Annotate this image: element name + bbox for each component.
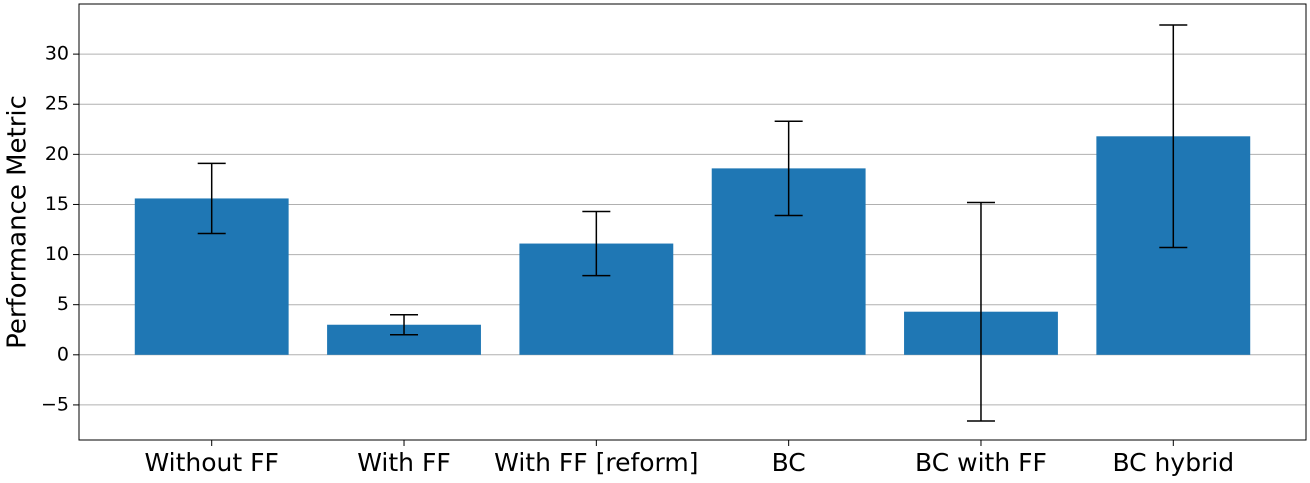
error-bar: [582, 210, 611, 277]
error-bar: [197, 162, 226, 235]
x-tick-label: BC: [772, 448, 806, 477]
x-tick-label: BC with FF: [915, 448, 1047, 477]
plot-frame: [78, 3, 1307, 441]
y-axis-label: Performance Metric: [3, 95, 33, 349]
y-tick-label: 25: [45, 93, 69, 115]
error-bar: [1159, 24, 1188, 249]
y-tick-label: 0: [57, 343, 69, 365]
x-tick-label: Without FF: [144, 448, 278, 477]
error-bar: [966, 201, 995, 422]
y-tick-label: 5: [57, 293, 69, 315]
x-tick-label: With FF: [357, 448, 450, 477]
y-tick-label: 20: [45, 143, 69, 165]
y-tick-label: 15: [45, 193, 69, 215]
y-tick-label: 10: [45, 243, 69, 265]
x-tick-label: With FF [reform]: [494, 448, 698, 477]
error-bar: [774, 120, 803, 217]
x-tick-label: BC hybrid: [1112, 448, 1234, 477]
error-bar: [390, 313, 419, 336]
y-tick-label: 30: [45, 43, 69, 65]
y-tick-label: −5: [41, 393, 69, 415]
